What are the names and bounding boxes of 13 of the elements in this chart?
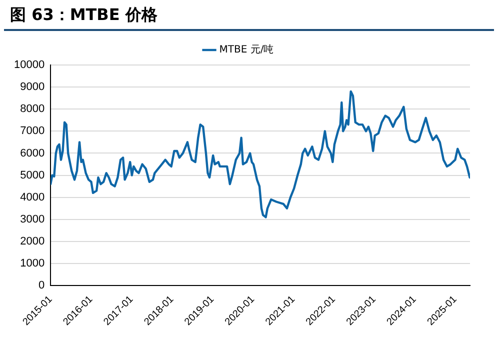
y-tick-label: 8000 <box>20 103 45 116</box>
y-tick-label: 4000 <box>20 191 45 204</box>
chart-title: 图 63：MTBE 价格 <box>4 0 494 31</box>
y-tick-label: 6000 <box>20 147 45 160</box>
y-tick-label: 5000 <box>20 169 45 182</box>
y-tick-label: 10000 <box>14 59 45 72</box>
y-tick-label: 7000 <box>20 125 45 138</box>
y-tick-label: 3000 <box>20 213 45 226</box>
y-tick-label: 2000 <box>20 235 45 248</box>
y-tick-label: 1000 <box>20 258 45 270</box>
y-tick-label: 9000 <box>20 81 45 94</box>
y-tick-label: 0 <box>38 280 45 292</box>
legend-label: MTBE 元/吨 <box>219 44 274 56</box>
